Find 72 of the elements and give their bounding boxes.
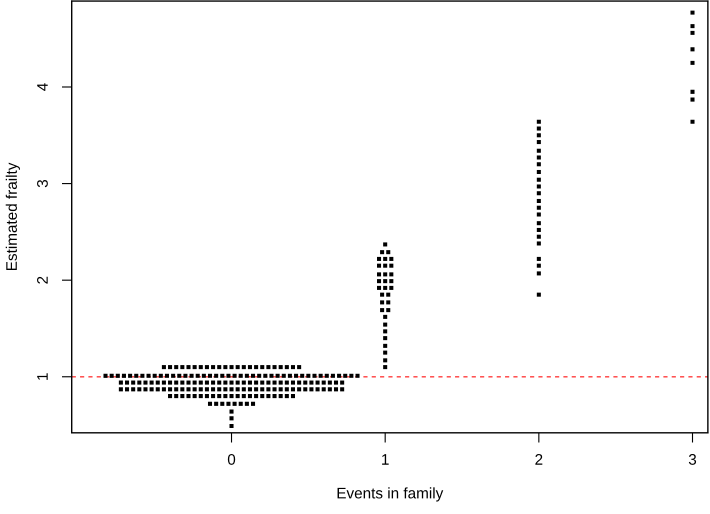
point <box>380 250 384 254</box>
point <box>383 344 388 348</box>
y-tick-label: 4 <box>37 83 48 91</box>
point <box>386 300 390 304</box>
point <box>383 322 388 327</box>
point <box>380 308 384 312</box>
point <box>386 292 390 297</box>
point <box>383 242 388 246</box>
point <box>536 241 541 246</box>
point <box>383 336 388 340</box>
point <box>377 264 382 268</box>
point <box>536 162 541 166</box>
point <box>690 120 695 124</box>
point <box>536 212 541 217</box>
point <box>536 228 541 232</box>
y-tick-label: 1 <box>37 373 48 380</box>
x-tick-label: 0 <box>228 454 236 465</box>
point <box>536 206 541 210</box>
point <box>380 292 384 297</box>
point <box>536 198 541 203</box>
x-tick-label: 1 <box>382 454 389 465</box>
point <box>389 272 394 276</box>
point <box>383 314 388 319</box>
point <box>377 272 382 276</box>
point <box>536 126 541 131</box>
point <box>383 264 388 268</box>
point <box>389 264 394 268</box>
point <box>690 47 695 52</box>
point <box>690 24 695 28</box>
x-tick-label: 2 <box>535 454 542 465</box>
point <box>536 191 541 196</box>
point <box>690 10 695 15</box>
point <box>536 271 541 276</box>
point <box>383 279 388 284</box>
point <box>536 170 541 174</box>
point <box>536 184 541 189</box>
point <box>383 272 388 276</box>
point <box>377 279 382 284</box>
point <box>389 279 394 284</box>
point <box>690 60 695 65</box>
point <box>383 365 388 370</box>
point <box>383 286 388 290</box>
point <box>383 358 388 362</box>
point <box>383 350 388 355</box>
point <box>536 234 541 239</box>
point <box>536 140 541 144</box>
point <box>389 256 394 261</box>
point <box>536 178 541 182</box>
point <box>536 120 541 124</box>
point <box>536 133 541 138</box>
point <box>386 308 390 312</box>
point <box>690 90 695 94</box>
point <box>536 148 541 153</box>
point <box>536 264 541 268</box>
point <box>536 256 541 261</box>
point <box>690 30 695 35</box>
y-tick-label: 3 <box>37 180 48 188</box>
point <box>386 250 390 254</box>
y-axis-title: Estimated frailty <box>6 162 20 270</box>
x-tick-label: 3 <box>688 454 696 465</box>
point <box>690 98 695 102</box>
point <box>536 221 541 226</box>
point <box>377 286 382 290</box>
point <box>383 329 388 334</box>
point <box>383 256 388 261</box>
point <box>389 286 394 290</box>
point <box>377 256 382 261</box>
x-axis-title: Events in family <box>338 487 444 502</box>
y-tick-label: 2 <box>37 276 48 284</box>
point <box>536 292 541 297</box>
point <box>536 155 541 160</box>
point <box>380 300 384 304</box>
